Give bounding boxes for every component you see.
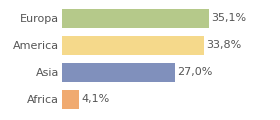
Text: 27,0%: 27,0% — [178, 67, 213, 77]
Bar — [62, 90, 79, 109]
Bar — [62, 63, 175, 82]
Bar — [62, 9, 209, 28]
Text: 4,1%: 4,1% — [81, 94, 109, 104]
Text: 35,1%: 35,1% — [212, 13, 247, 23]
Text: 33,8%: 33,8% — [206, 40, 241, 50]
Bar — [62, 36, 204, 55]
